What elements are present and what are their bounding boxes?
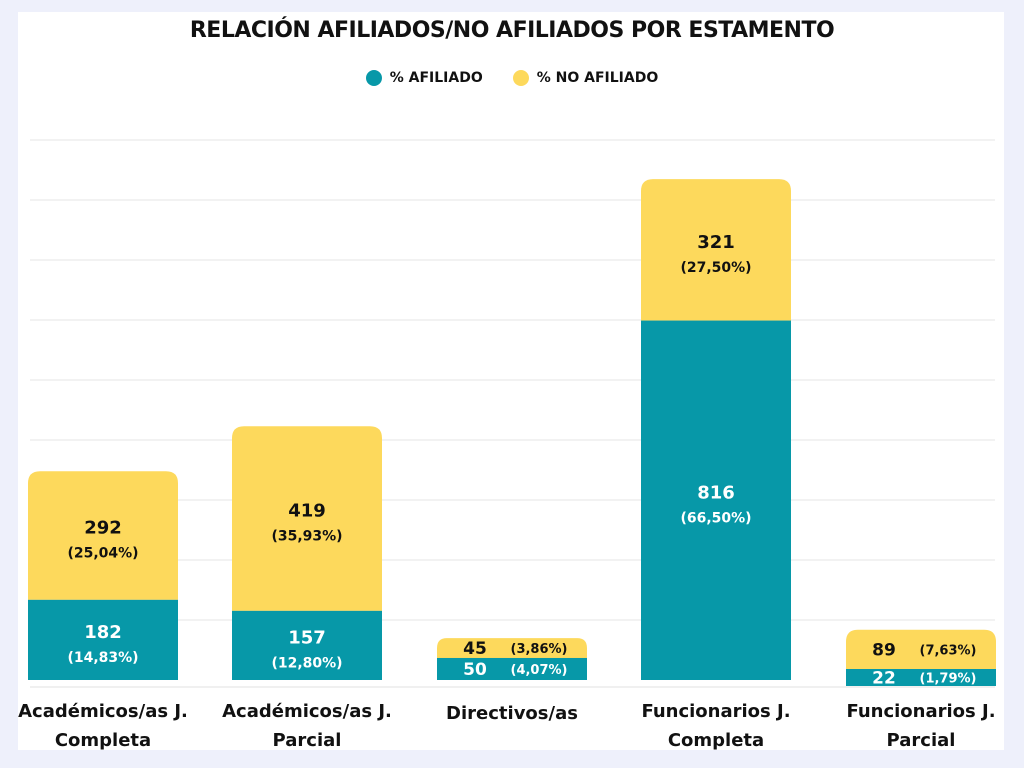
- data-label-no-afiliado-percent: (7,63%): [920, 643, 977, 658]
- legend-swatch-afiliado: [365, 70, 382, 86]
- data-label-no-afiliado-value: 89: [872, 640, 896, 660]
- data-label-afiliado-percent: (12,80%): [271, 655, 342, 671]
- data-label-no-afiliado-value: 45: [463, 639, 487, 659]
- data-label-no-afiliado-value: 419: [288, 501, 326, 522]
- category-label-line: Completa: [667, 730, 765, 751]
- category-label: Funcionarios J. Parcial: [826, 697, 1016, 755]
- category-label: Académicos/as J. Completa: [8, 697, 198, 755]
- category-label: Académicos/as J. Parcial: [212, 697, 402, 755]
- data-label-afiliado-percent: (14,83%): [67, 650, 138, 666]
- category-label-line: Académicos/as J.: [222, 701, 392, 722]
- data-label-no-afiliado-percent: (25,04%): [67, 546, 138, 562]
- data-label-afiliado-value: 157: [288, 627, 326, 648]
- data-label-afiliado-percent: (1,79%): [920, 672, 977, 687]
- data-label-afiliado-value: 22: [872, 669, 896, 689]
- bar-no-afiliado: [437, 638, 587, 658]
- data-label-afiliado-percent: (66,50%): [680, 510, 751, 526]
- category-label-line: Funcionarios J.: [641, 701, 791, 722]
- bar-no-afiliado: [28, 471, 178, 600]
- category-label: Funcionarios J. Completa: [621, 697, 811, 755]
- legend-item-afiliado: % AFILIADO: [365, 70, 483, 86]
- bar-afiliado: [232, 610, 382, 680]
- data-label-no-afiliado-percent: (35,93%): [271, 529, 342, 545]
- category-label-line: Parcial: [886, 730, 956, 751]
- category-label-line: Parcial: [272, 730, 342, 751]
- data-label-afiliado-percent: (4,07%): [511, 663, 568, 678]
- category-label-line: Completa: [54, 730, 152, 751]
- bar-afiliado: [28, 599, 178, 680]
- chart-title: RELACIÓN AFILIADOS/NO AFILIADOS POR ESTA…: [189, 18, 835, 43]
- bar-afiliado: [641, 320, 791, 680]
- data-label-no-afiliado-percent: (27,50%): [680, 260, 751, 276]
- category-label-line: Académicos/as J.: [18, 701, 188, 722]
- data-label-afiliado-value: 816: [697, 482, 735, 503]
- legend: % AFILIADO % NO AFILIADO: [0, 70, 1024, 86]
- bar-afiliado: [437, 657, 587, 680]
- bar-no-afiliado: [232, 426, 382, 611]
- bar-no-afiliado: [641, 179, 791, 321]
- legend-label-afiliado: % AFILIADO: [389, 70, 483, 86]
- legend-swatch-no-afiliado: [512, 70, 529, 86]
- category-label: Directivos/as: [417, 699, 607, 728]
- bar-afiliado: [846, 669, 996, 686]
- category-label-line: Directivos/as: [446, 703, 578, 724]
- legend-item-no-afiliado: % NO AFILIADO: [512, 70, 659, 86]
- data-label-no-afiliado-value: 292: [84, 518, 122, 539]
- data-label-no-afiliado-value: 321: [697, 232, 735, 253]
- data-label-afiliado-value: 182: [84, 622, 122, 643]
- data-label-afiliado-value: 50: [463, 660, 487, 680]
- chart-card: [18, 12, 1004, 750]
- category-label-line: Funcionarios J.: [846, 701, 996, 722]
- data-label-no-afiliado-percent: (3,86%): [511, 642, 568, 657]
- legend-label-no-afiliado: % NO AFILIADO: [536, 70, 659, 86]
- bar-no-afiliado: [846, 629, 996, 669]
